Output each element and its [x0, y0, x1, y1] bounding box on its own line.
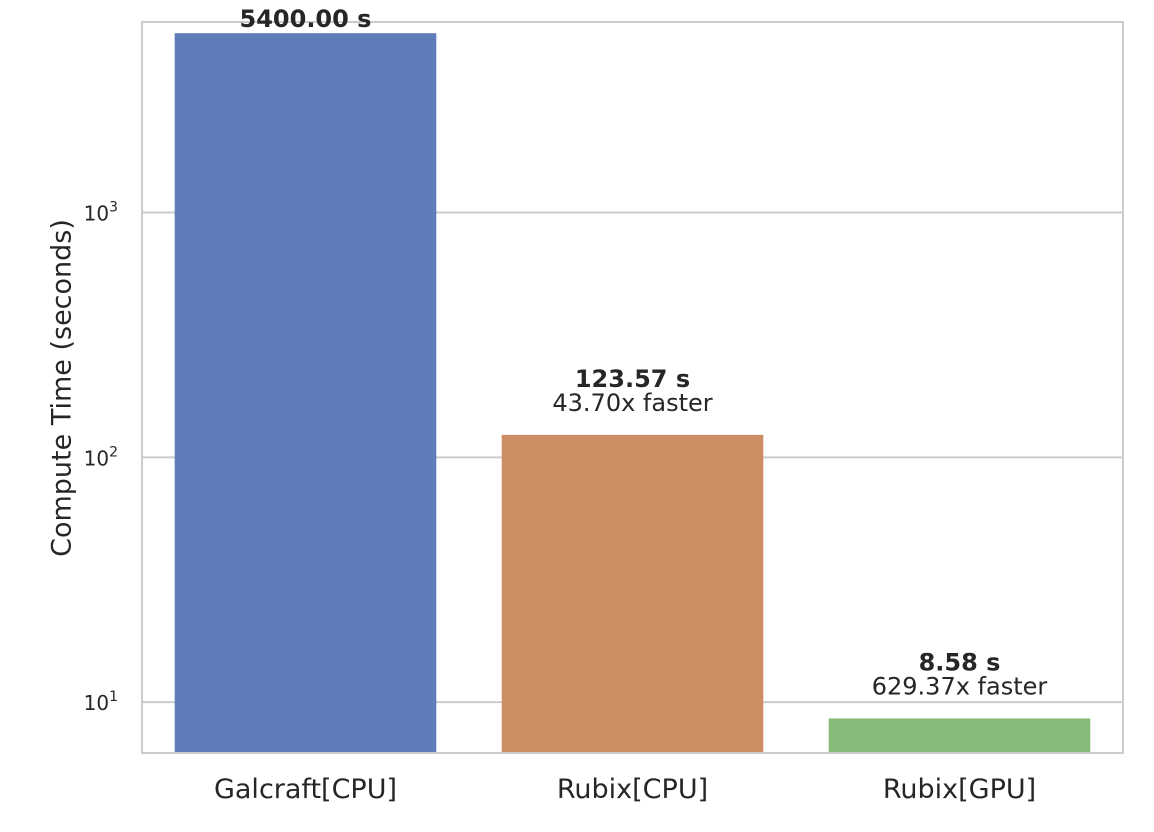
y-tick-label-1: 102 [84, 444, 118, 470]
x-tick-label-1: Rubix[CPU] [557, 774, 708, 805]
x-tick-label-0: Galcraft[CPU] [214, 774, 397, 805]
bar-1 [501, 434, 764, 753]
value-label-1: 123.57 s [575, 365, 690, 393]
bar-0 [174, 33, 437, 753]
value-label-0: 5400.00 s [240, 5, 372, 33]
y-axis-title: Compute Time (seconds) [47, 219, 78, 557]
plot-frame [141, 21, 1124, 754]
bar-2 [828, 718, 1091, 753]
x-tick-label-2: Rubix[GPU] [883, 774, 1036, 805]
y-tick-label-2: 103 [84, 200, 118, 226]
x-tick-labels: Galcraft[CPU] Rubix[CPU] Rubix[GPU] [214, 774, 1036, 805]
value-label-2: 8.58 s [919, 648, 1001, 676]
y-tick-label-0: 101 [84, 689, 118, 715]
speedup-label-1: 43.70x faster [552, 389, 712, 417]
speedup-label-2: 629.37x faster [872, 672, 1048, 700]
bars-group [174, 33, 1091, 753]
y-tick-labels: 101 102 103 [84, 200, 118, 716]
